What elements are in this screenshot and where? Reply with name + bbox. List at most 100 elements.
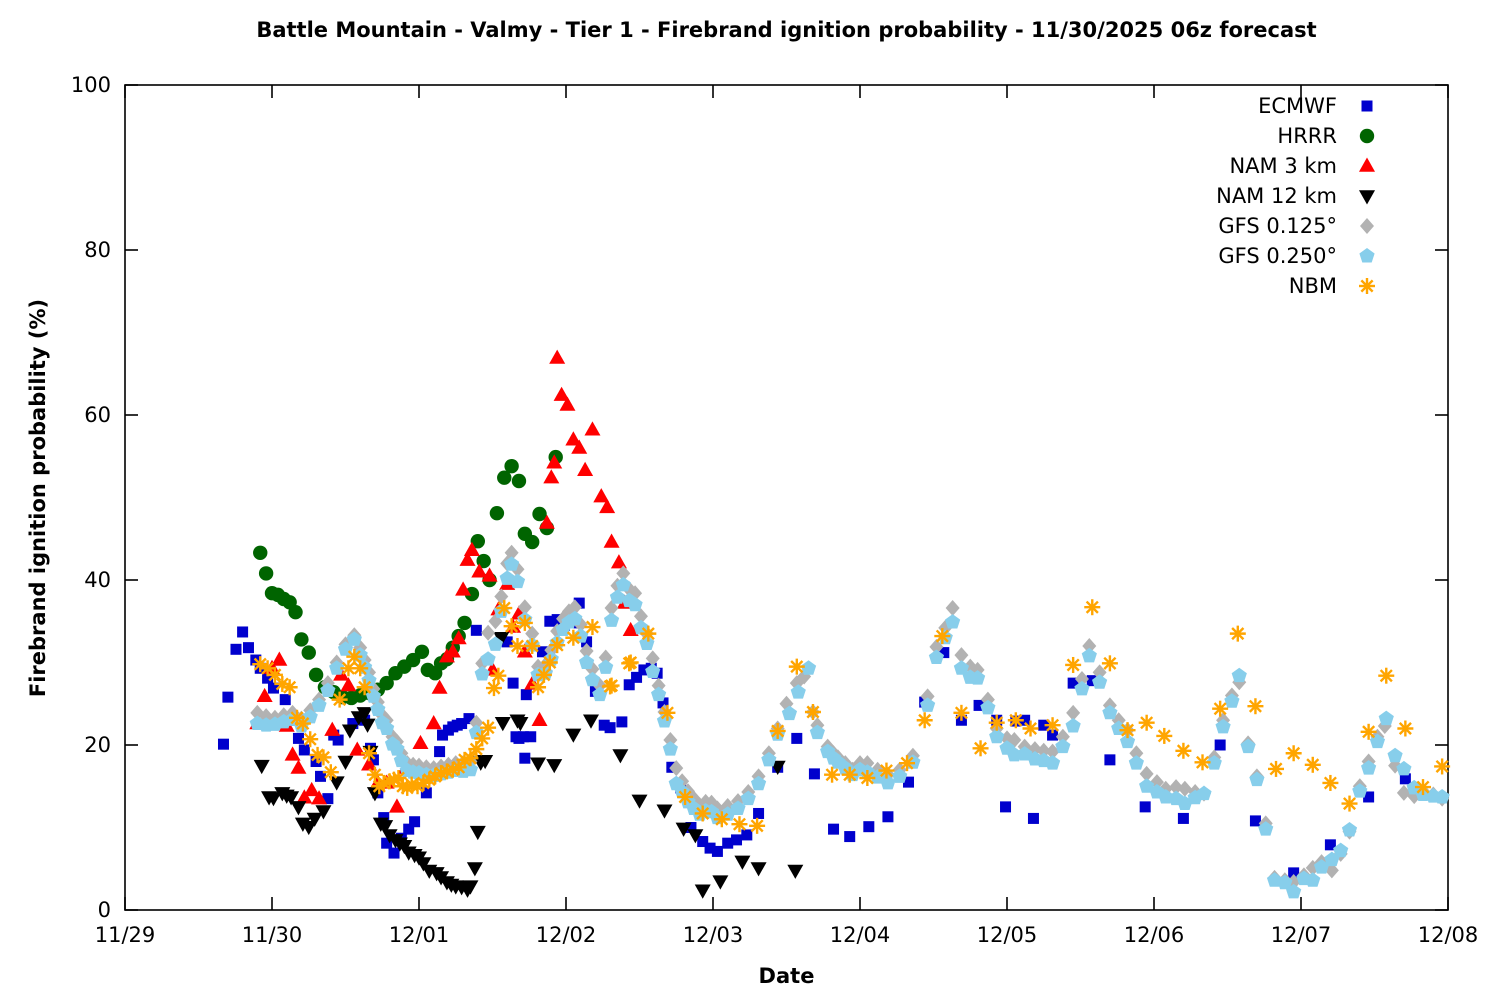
data-point-gfs-0-125- (1092, 664, 1107, 681)
data-point-nam-12-km (341, 724, 358, 739)
data-point-nam-12-km (694, 884, 711, 899)
data-point-nam-12-km (377, 820, 394, 835)
data-point-ecmwf (1047, 729, 1059, 741)
data-point-gfs-0-250- (1396, 760, 1412, 776)
data-point-gfs-0-125- (945, 600, 960, 617)
data-point-gfs-0-250- (1361, 760, 1377, 775)
data-point-gfs-0-125- (1082, 638, 1097, 654)
data-point-gfs-0-125- (469, 714, 484, 731)
data-point-ecmwf (434, 746, 446, 758)
data-point-gfs-0-250- (1378, 710, 1394, 726)
data-point-nam-3-km (361, 756, 378, 771)
data-point-ecmwf (409, 816, 421, 828)
data-point-nbm (1231, 627, 1245, 641)
data-point-nam-3-km (296, 789, 313, 804)
data-point-nbm (1085, 600, 1099, 614)
data-point-nbm (771, 724, 785, 738)
data-point-nbm (1362, 725, 1376, 739)
data-point-hrrr (497, 470, 512, 485)
data-point-nam-3-km (471, 563, 488, 578)
data-point-ecmwf (1177, 812, 1189, 824)
data-point-nam-3-km (516, 643, 533, 658)
data-point-nbm (505, 619, 519, 633)
x-axis-label: Date (758, 964, 815, 988)
data-point-gfs-0-250- (1065, 718, 1081, 733)
data-point-gfs-0-250- (662, 741, 678, 756)
data-point-gfs-0-250- (474, 666, 490, 681)
legend-label: NBM (1289, 274, 1337, 298)
legend-marker (1360, 279, 1374, 293)
data-point-ecmwf (507, 677, 519, 689)
data-point-ecmwf (222, 691, 234, 703)
data-point-ecmwf (631, 671, 643, 683)
data-point-nam-3-km (412, 734, 429, 750)
data-point-gfs-0-250- (1352, 783, 1368, 798)
data-point-gfs-0-250- (1277, 874, 1293, 890)
data-point-ecmwf (230, 643, 242, 655)
data-point-nbm (283, 680, 297, 694)
data-point-nbm (311, 748, 325, 762)
data-point-gfs-0-250- (781, 705, 798, 721)
data-point-nam-3-km (622, 621, 639, 637)
data-point-gfs-0-125- (567, 599, 582, 616)
data-point-ecmwf (741, 829, 753, 841)
data-point-gfs-0-250- (730, 800, 746, 815)
data-point-gfs-0-250- (573, 628, 589, 643)
data-point-nam-12-km (612, 749, 629, 764)
data-point-nbm (1176, 744, 1190, 758)
data-point-ecmwf (332, 734, 344, 746)
data-point-nam-12-km (300, 820, 317, 836)
data-point-ecmwf (517, 731, 529, 743)
data-point-gfs-0-250- (1102, 704, 1118, 720)
data-point-gfs-0-250- (592, 686, 608, 702)
data-point-nam-3-km (425, 715, 442, 730)
data-point-nam-12-km (734, 855, 751, 870)
data-point-ecmwf (1067, 677, 1079, 689)
data-point-gfs-0-250- (609, 589, 626, 604)
data-point-nbm (1121, 723, 1135, 737)
chart-title: Battle Mountain - Valmy - Tier 1 - Fireb… (256, 18, 1317, 42)
data-point-gfs-0-250- (1006, 746, 1022, 762)
data-point-ecmwf (525, 731, 537, 743)
data-point-nam-3-km (593, 488, 610, 503)
data-point-nam-3-km (603, 533, 620, 548)
data-point-ecmwf (1000, 801, 1012, 813)
data-point-nam-3-km (553, 386, 570, 401)
data-point-nbm (678, 790, 692, 804)
data-point-nbm (368, 768, 382, 782)
data-point-nam-3-km (388, 798, 405, 813)
data-point-gfs-0-250- (1044, 755, 1061, 770)
data-point-nbm (1435, 759, 1449, 773)
data-point-nam-12-km (493, 632, 510, 647)
x-tick-label: 11/29 (95, 923, 156, 947)
data-point-nam-3-km (571, 439, 588, 454)
data-point-ecmwf (403, 823, 415, 835)
data-point-nbm (391, 771, 405, 785)
data-point-ecmwf (298, 744, 310, 756)
data-point-gfs-0-250- (928, 649, 945, 665)
data-point-nam-3-km (546, 454, 563, 469)
data-point-hrrr (457, 615, 472, 631)
legend-marker (1359, 157, 1375, 172)
data-point-gfs-0-250- (920, 697, 936, 712)
data-point-gfs-0-250- (1333, 842, 1349, 858)
data-point-gfs-0-250- (1231, 667, 1247, 683)
data-point-hrrr (288, 604, 303, 620)
data-point-nbm (353, 661, 367, 675)
data-point-ecmwf (828, 823, 840, 835)
data-point-ecmwf (470, 624, 482, 636)
data-point-gfs-0-250- (389, 741, 405, 756)
data-point-nbm (935, 629, 949, 643)
data-point-nbm (1103, 656, 1117, 670)
data-point-gfs-0-250- (370, 701, 386, 716)
data-point-nbm (1323, 776, 1337, 790)
data-point-nbm (1248, 699, 1262, 713)
data-point-ecmwf (1019, 714, 1031, 726)
data-point-nbm (1416, 780, 1430, 794)
data-point-hrrr (308, 667, 324, 683)
y-tick-label: 60 (84, 403, 111, 427)
data-point-gfs-0-125- (1066, 704, 1081, 721)
data-point-nbm (469, 742, 483, 756)
x-tick-label: 12/02 (536, 923, 597, 947)
data-point-ecmwf (544, 615, 556, 627)
